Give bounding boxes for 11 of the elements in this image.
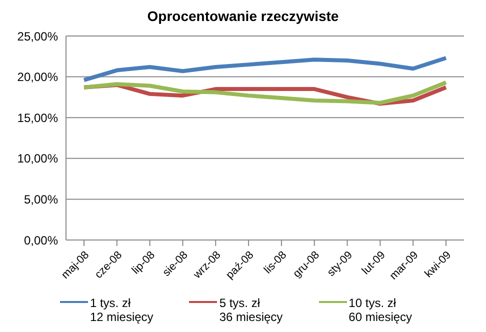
y-tick-label: 5,00% bbox=[24, 192, 58, 206]
legend-label: 5 tys. zł 36 miesięcy bbox=[219, 296, 283, 324]
y-tick-label: 25,00% bbox=[17, 29, 58, 44]
y-tick-label: 15,00% bbox=[17, 110, 58, 125]
line-series bbox=[82, 56, 448, 82]
y-tick-label: 20,00% bbox=[17, 70, 58, 84]
y-tick-label: 0,00% bbox=[24, 233, 58, 248]
y-tick-label: 10,00% bbox=[17, 152, 58, 166]
legend-label: 10 tys. zł 60 miesięcy bbox=[348, 296, 412, 324]
chart-title: Oprocentowanie rzeczywiste bbox=[146, 8, 340, 26]
legend-label: 1 tys. zł 12 miesięcy bbox=[90, 296, 154, 324]
